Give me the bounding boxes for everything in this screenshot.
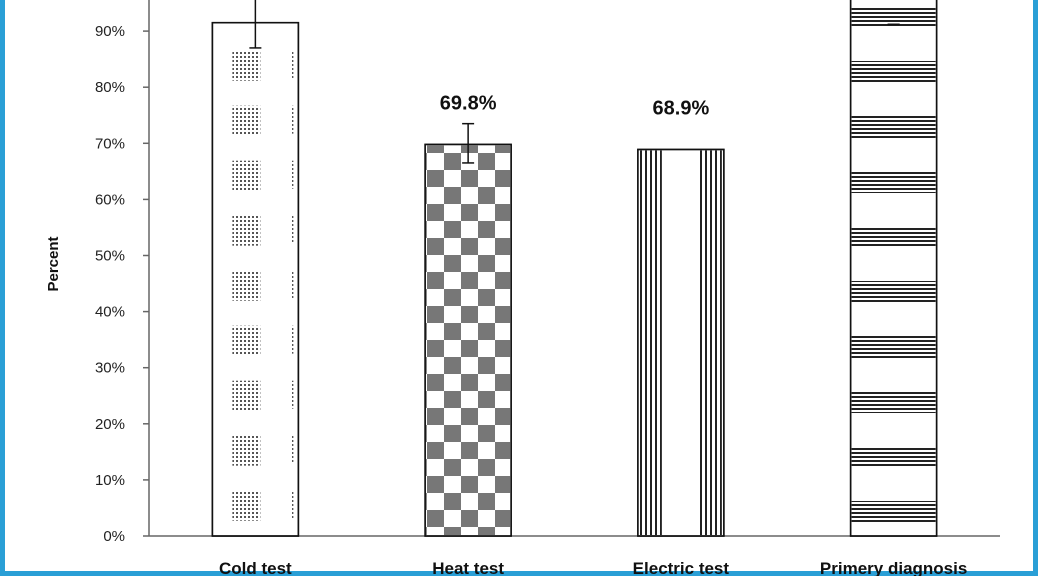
category-label: Primery diagnosis bbox=[820, 559, 967, 576]
bar-pattern bbox=[232, 490, 261, 521]
bar-pattern bbox=[851, 226, 936, 248]
bar-group bbox=[424, 122, 512, 537]
y-tick-label: 40% bbox=[95, 304, 125, 321]
bar-outline bbox=[637, 148, 725, 537]
bar-pattern bbox=[232, 215, 261, 246]
bar-pattern bbox=[851, 281, 936, 303]
data-label: 69.8% bbox=[440, 92, 497, 114]
bar-pattern bbox=[232, 380, 261, 411]
bar-pattern bbox=[290, 215, 294, 244]
bar-pattern bbox=[232, 160, 261, 191]
y-tick-label: 20% bbox=[95, 416, 125, 433]
bar-pattern bbox=[851, 336, 936, 358]
bar-pattern bbox=[290, 160, 294, 189]
bar-pattern bbox=[699, 150, 722, 535]
bar-pattern bbox=[232, 270, 261, 301]
bar-pattern bbox=[290, 435, 294, 464]
category-label: Cold test bbox=[219, 559, 292, 576]
bar-pattern bbox=[851, 391, 936, 413]
bar-pattern bbox=[232, 50, 261, 81]
bar-pattern bbox=[290, 490, 294, 519]
bar-pattern bbox=[426, 145, 511, 535]
bar-pattern bbox=[851, 171, 936, 193]
y-tick-label: 10% bbox=[95, 472, 125, 489]
bar-pattern bbox=[290, 270, 294, 299]
bar-pattern bbox=[851, 501, 936, 523]
bar-pattern bbox=[851, 446, 936, 468]
data-label: 68.9% bbox=[653, 97, 710, 119]
bar-pattern bbox=[851, 116, 936, 138]
y-tick-label: 50% bbox=[95, 248, 125, 265]
y-tick-label: 70% bbox=[95, 135, 125, 152]
bar-pattern bbox=[290, 380, 294, 409]
bar-pattern bbox=[290, 105, 294, 134]
y-tick-label: 60% bbox=[95, 191, 125, 208]
bar-pattern bbox=[851, 61, 936, 83]
y-tick-label: 90% bbox=[95, 23, 125, 40]
category-label: Electric test bbox=[633, 559, 730, 576]
bar-group bbox=[637, 148, 725, 537]
category-label: Heat test bbox=[432, 559, 504, 576]
bar-group bbox=[211, 0, 300, 537]
y-tick-label: 0% bbox=[103, 528, 125, 545]
bar-pattern bbox=[232, 435, 261, 466]
y-axis-label: Percent bbox=[45, 236, 62, 291]
y-tick-label: 80% bbox=[95, 79, 125, 96]
error-bar bbox=[462, 122, 475, 164]
error-bar bbox=[249, 0, 262, 49]
bar-group bbox=[849, 0, 938, 537]
bar-pattern bbox=[232, 105, 261, 136]
y-tick-label: 30% bbox=[95, 360, 125, 377]
bar-pattern bbox=[639, 150, 662, 535]
bar-outline bbox=[849, 0, 938, 537]
bar-pattern bbox=[851, 6, 936, 28]
bar-pattern bbox=[232, 325, 261, 356]
bar-pattern bbox=[290, 325, 294, 354]
bar-pattern bbox=[290, 50, 294, 79]
